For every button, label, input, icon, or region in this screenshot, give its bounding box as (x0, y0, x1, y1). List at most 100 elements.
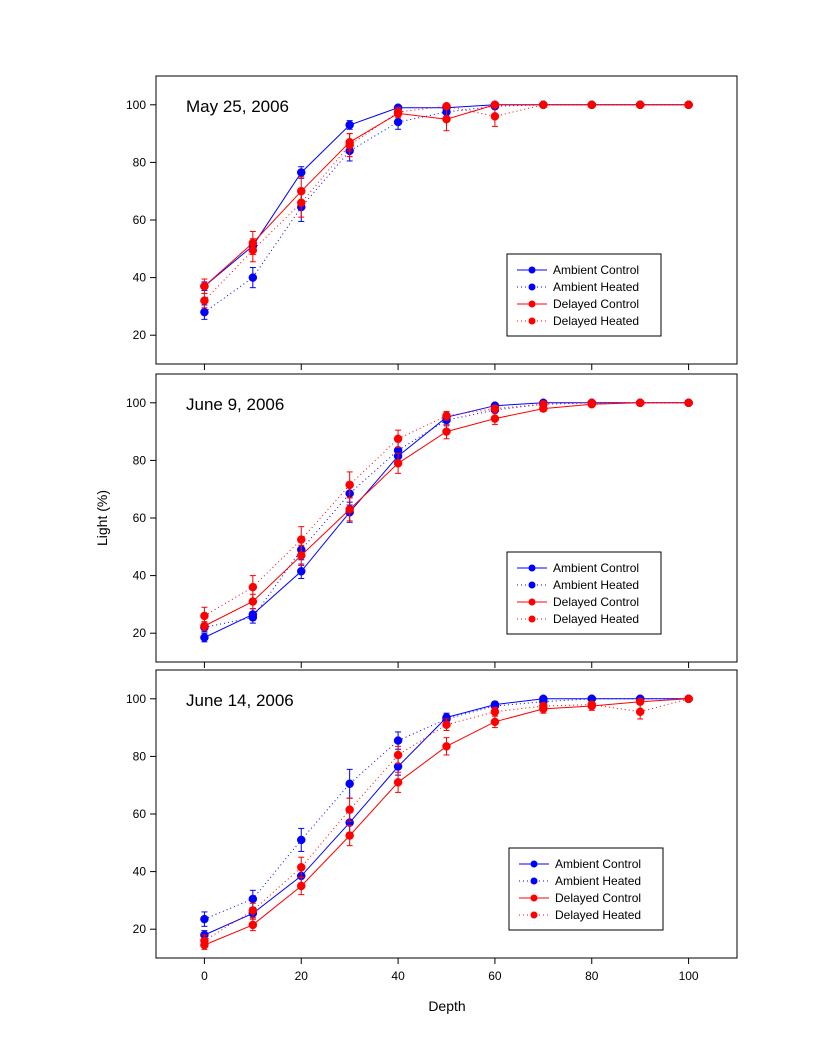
data-point (442, 101, 451, 111)
data-point (393, 736, 403, 745)
y-tick-label: 60 (133, 213, 147, 227)
data-point (200, 633, 209, 642)
data-point (297, 863, 306, 872)
x-tick-label: 100 (679, 969, 699, 983)
data-point (248, 245, 258, 255)
data-point (297, 567, 306, 576)
data-point (539, 100, 548, 110)
data-point (587, 100, 596, 110)
y-tick-label: 80 (133, 453, 147, 467)
data-point (200, 914, 209, 924)
data-point (490, 707, 500, 717)
legend-swatch-marker (528, 283, 536, 291)
data-point (442, 114, 451, 124)
y-tick-label: 20 (133, 922, 147, 936)
data-point (200, 307, 209, 317)
legend-label: Delayed Control (555, 891, 641, 905)
data-point (442, 427, 451, 436)
y-tick-label: 60 (133, 807, 147, 821)
legend-swatch-marker (528, 300, 536, 308)
data-point (635, 707, 645, 717)
legend-swatch-marker (528, 615, 536, 623)
legend-swatch-marker (528, 317, 536, 325)
series-line (204, 698, 689, 942)
legend-swatch-marker (530, 860, 538, 868)
legend-label: Ambient Heated (553, 280, 639, 294)
y-tick-label: 80 (133, 749, 147, 763)
y-tick-label: 40 (133, 569, 147, 583)
data-point (297, 535, 306, 544)
legend-swatch-marker (530, 911, 538, 919)
x-tick-label: 0 (201, 969, 208, 983)
data-point (393, 107, 403, 117)
data-point (345, 505, 354, 514)
data-point (200, 611, 209, 621)
series-line (204, 104, 689, 313)
legend-swatch-marker (528, 564, 536, 572)
x-tick-label: 80 (585, 969, 599, 983)
data-point (248, 582, 258, 592)
legend-label: Delayed Control (553, 297, 639, 311)
data-point (635, 100, 645, 110)
y-tick-label: 100 (126, 692, 146, 706)
data-point (393, 778, 403, 787)
series-delayed-heated (200, 100, 693, 309)
data-point (297, 168, 306, 177)
legend-swatch-marker (530, 877, 538, 885)
data-point (490, 404, 500, 413)
legend-label: Ambient Heated (555, 874, 641, 888)
data-point (248, 906, 258, 915)
series-delayed-heated (200, 694, 693, 947)
x-tick-label: 20 (295, 969, 309, 983)
legend-label: Delayed Heated (553, 612, 639, 626)
data-point (539, 399, 548, 409)
legend-label: Delayed Heated (555, 908, 641, 922)
data-point (393, 750, 403, 760)
data-point (393, 434, 403, 444)
data-point (345, 480, 354, 490)
data-point (200, 281, 209, 291)
y-tick-label: 40 (133, 865, 147, 879)
data-point (248, 894, 258, 904)
legend: Ambient Control Ambient Heated Delayed Con… (506, 551, 662, 635)
y-tick-label: 100 (126, 98, 146, 112)
data-point (490, 717, 500, 727)
data-point (490, 112, 500, 121)
data-point (248, 273, 258, 282)
data-point (442, 720, 451, 729)
data-point (297, 835, 306, 845)
data-point (684, 398, 693, 408)
data-point (248, 920, 258, 930)
data-point (393, 117, 403, 127)
series-delayed-control (200, 398, 693, 631)
y-tick-label: 100 (126, 396, 146, 410)
x-tick-label: 60 (488, 969, 502, 983)
y-axis-title: Light (%) (94, 490, 110, 546)
y-tick-label: 80 (133, 155, 147, 169)
legend-label: Ambient Control (553, 561, 639, 575)
series-delayed-heated (200, 398, 693, 626)
data-point (345, 140, 354, 150)
legend-label: Delayed Control (553, 595, 639, 609)
data-point (684, 100, 693, 110)
data-point (442, 742, 451, 751)
data-point (393, 459, 403, 468)
panel-date-title: June 9, 2006 (186, 395, 284, 414)
data-point (442, 411, 451, 421)
legend-swatch-marker (528, 598, 536, 606)
legend-swatch-marker (528, 266, 536, 274)
data-point (684, 694, 693, 704)
y-tick-label: 60 (133, 511, 147, 525)
data-point (490, 414, 500, 423)
chart-panel-2: 20 40 60 80 100 June 9, 2006 Ambient ControlAm… (126, 373, 738, 668)
panel-date-title: June 14, 2006 (186, 691, 294, 710)
data-point (200, 296, 209, 305)
y-tick-label: 20 (133, 328, 147, 342)
legend-swatch-marker (530, 894, 538, 902)
data-point (248, 613, 258, 622)
y-tick-label: 40 (133, 271, 147, 285)
y-tick-label: 20 (133, 626, 147, 640)
